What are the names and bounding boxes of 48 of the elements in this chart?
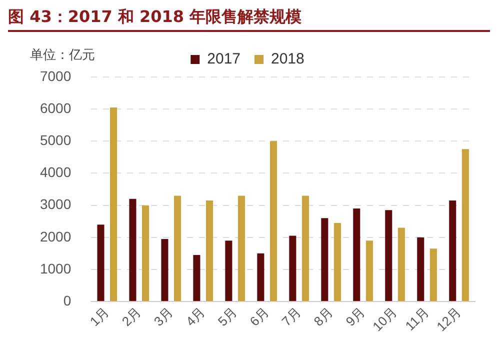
bar — [289, 236, 296, 302]
bar — [417, 237, 424, 302]
bar — [110, 107, 118, 302]
bar — [353, 208, 360, 302]
chart-title: 图 43：2017 和 2018 年限售解禁规模 — [8, 4, 490, 32]
y-tick-label: 4000 — [40, 164, 72, 180]
x-tick-label: 2月 — [118, 304, 144, 330]
bar — [398, 228, 405, 302]
bar — [142, 205, 150, 302]
bar — [238, 196, 246, 302]
x-tick-label: 11月 — [402, 304, 432, 334]
bar — [449, 200, 456, 302]
bar — [302, 196, 309, 302]
y-tick-label: 1000 — [40, 260, 72, 276]
bar — [366, 240, 373, 302]
y-tick-label: 0 — [63, 292, 72, 308]
y-tick-label: 3000 — [40, 196, 72, 212]
x-tick-label: 12月 — [434, 304, 464, 334]
legend-label: 2017 — [207, 50, 241, 68]
bar — [321, 218, 328, 302]
x-tick-label: 3月 — [150, 304, 176, 330]
x-tick-label: 1月 — [86, 304, 112, 330]
y-tick-label: 7000 — [40, 68, 72, 84]
bar — [129, 198, 136, 302]
x-tick-label: 6月 — [246, 304, 272, 330]
y-tick-label: 2000 — [40, 228, 72, 244]
bar — [97, 224, 104, 302]
bar — [257, 253, 264, 302]
bar — [225, 240, 232, 302]
x-tick-label: 4月 — [182, 304, 208, 330]
bar — [206, 200, 214, 302]
bar — [334, 222, 341, 302]
x-tick-label: 10月 — [370, 304, 400, 334]
bar — [161, 239, 168, 302]
bar — [174, 196, 182, 302]
x-tick-label: 7月 — [278, 304, 304, 330]
x-tick-label: 8月 — [310, 304, 336, 330]
bar — [193, 255, 200, 302]
bar — [462, 149, 469, 302]
y-tick-label: 6000 — [40, 100, 72, 116]
bar — [385, 210, 392, 302]
y-axis-title: 单位：亿元 — [30, 47, 95, 64]
x-tick-label: 9月 — [342, 304, 368, 330]
bar — [270, 141, 277, 302]
y-tick-label: 5000 — [40, 132, 72, 148]
x-tick-label: 5月 — [214, 304, 240, 330]
legend-label: 2018 — [271, 50, 304, 68]
bar — [430, 248, 437, 302]
